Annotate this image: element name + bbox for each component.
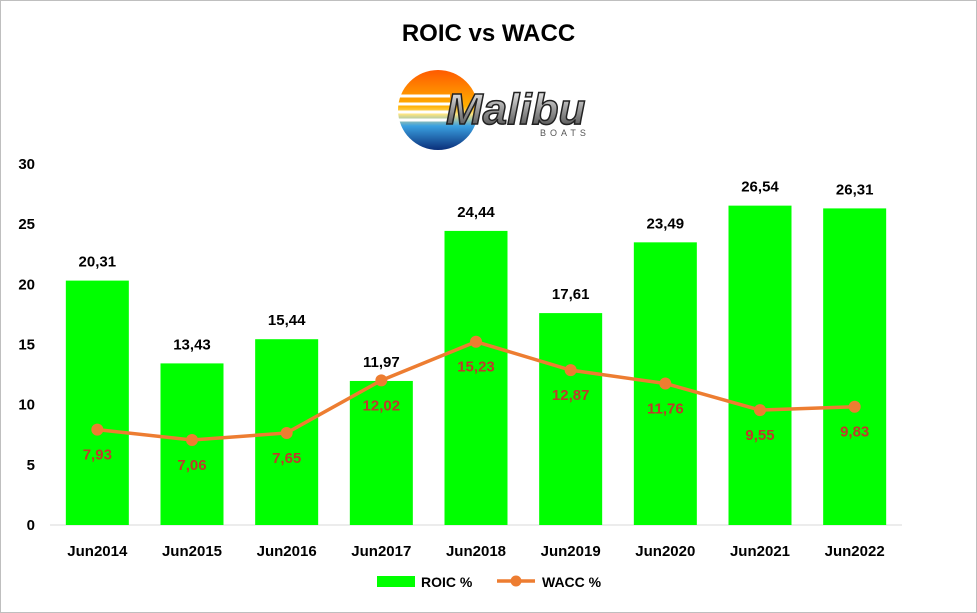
wacc-data-label: 9,55 <box>745 427 774 444</box>
wacc-point <box>470 335 482 348</box>
roic-bar <box>65 280 129 525</box>
roic-data-label: 17,61 <box>552 286 590 303</box>
malibu-boats-logo: Malibu BOATS <box>380 60 610 160</box>
roic-data-label: 15,44 <box>268 312 306 329</box>
x-tick-label: Jun2017 <box>351 543 411 560</box>
roic-bar <box>539 313 603 525</box>
chart-title: ROIC vs WACC <box>401 20 576 47</box>
roic-data-label: 11,97 <box>363 354 400 371</box>
wacc-point <box>659 377 672 390</box>
x-tick-label: Jun2019 <box>541 543 601 560</box>
roic-data-label: 23,49 <box>647 215 685 232</box>
y-tick-label: 10 <box>18 397 35 414</box>
wacc-point <box>848 400 861 413</box>
roic-bar <box>349 380 413 525</box>
legend-roic-swatch <box>377 576 415 587</box>
x-axis: Jun2014 Jun2015 Jun2016 Jun2017 Jun2018 Jun20… <box>67 543 884 560</box>
wacc-point <box>186 434 198 447</box>
wacc-point <box>754 404 766 417</box>
legend: ROIC % WACC % <box>377 574 602 590</box>
roic-bar <box>728 205 792 526</box>
y-tick-label: 25 <box>18 216 35 233</box>
wacc-data-label: 11,76 <box>647 400 684 417</box>
wacc-line: 7,93 7,06 7,65 12,02 15,23 12,87 11,76 9,55 9,83 <box>83 335 869 474</box>
y-tick-label: 15 <box>18 337 35 354</box>
x-tick-label: Jun2014 <box>67 543 128 560</box>
logo-wordmark: Malibu <box>446 85 585 134</box>
roic-data-label: 24,44 <box>457 204 495 221</box>
x-tick-label: Jun2016 <box>257 543 317 560</box>
legend-wacc-label: WACC % <box>542 574 602 590</box>
roic-data-label: 26,54 <box>741 179 779 196</box>
roic-data-label: 13,43 <box>173 336 211 353</box>
wacc-data-label: 7,06 <box>177 457 206 474</box>
wacc-data-label: 12,87 <box>552 387 590 404</box>
x-tick-label: Jun2021 <box>730 543 790 560</box>
legend-wacc-marker <box>510 575 522 587</box>
wacc-point <box>280 426 293 439</box>
roic-data-label: 26,31 <box>836 181 874 198</box>
logo-subtext: BOATS <box>540 128 590 138</box>
x-tick-label: Jun2020 <box>635 543 695 560</box>
wacc-point <box>564 364 577 377</box>
x-tick-label: Jun2015 <box>162 543 222 560</box>
x-tick-label: Jun2022 <box>825 543 885 560</box>
wacc-data-label: 12,02 <box>363 397 401 414</box>
wacc-data-label: 9,83 <box>840 424 869 441</box>
y-tick-label: 5 <box>27 457 35 474</box>
wacc-point <box>91 423 104 436</box>
roic-bar <box>823 208 887 525</box>
y-tick-label: 0 <box>27 517 35 534</box>
wacc-data-label: 7,93 <box>83 447 112 464</box>
roic-bar <box>444 230 508 525</box>
roic-data-label: 20,31 <box>79 254 117 271</box>
legend-roic-label: ROIC % <box>421 574 473 590</box>
x-tick-label: Jun2018 <box>446 543 506 560</box>
y-tick-label: 30 <box>18 156 35 173</box>
wacc-data-label: 7,65 <box>272 450 301 467</box>
wacc-data-label: 15,23 <box>457 359 495 376</box>
y-tick-label: 20 <box>18 276 35 293</box>
wacc-point <box>375 374 388 387</box>
roic-bars: 20,31 13,43 15,44 11,97 24,44 17,61 23,49 26,54… <box>65 179 887 526</box>
